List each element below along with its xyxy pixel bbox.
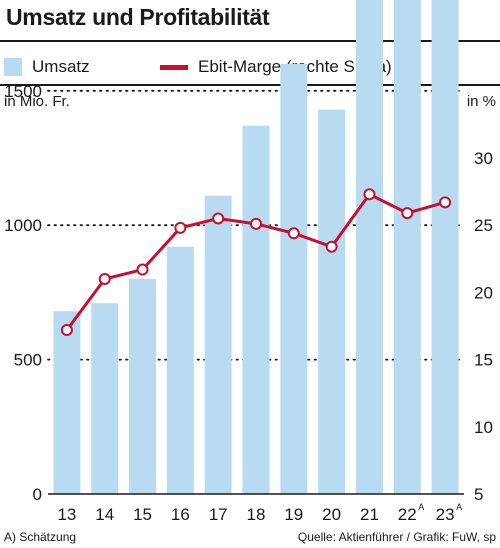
bar-umsatz xyxy=(318,109,346,494)
legend-line-swatch xyxy=(160,65,188,70)
chart-title: Umsatz und Profitabilität xyxy=(6,4,270,30)
x-tick-label: 14 xyxy=(95,505,114,524)
title-rule xyxy=(0,40,500,42)
y-right-tick-label: 5 xyxy=(474,485,483,504)
point-ebit-marge xyxy=(325,240,338,253)
combo-chart: in Mio. Fr. in % 05500101000151500202000… xyxy=(4,0,496,524)
x-tick-superscript: A xyxy=(418,502,424,512)
bar-umsatz xyxy=(431,0,459,494)
y-left-unit: in Mio. Fr. xyxy=(4,93,70,110)
bar-umsatz xyxy=(166,246,194,494)
y-right-tick-label: 20 xyxy=(474,283,493,302)
point-ebit-marge xyxy=(136,263,149,276)
legend-bar-swatch xyxy=(4,58,22,76)
point-ebit-marge xyxy=(439,196,452,209)
bar-umsatz xyxy=(129,278,157,494)
point-ebit-marge xyxy=(60,324,73,337)
x-tick-label: 23 xyxy=(436,505,455,524)
bar-umsatz xyxy=(280,63,308,495)
x-tick-superscript: A xyxy=(456,502,462,512)
y-left-tick-label: 1500 xyxy=(4,82,42,101)
y-left-tick-label: 1000 xyxy=(4,216,42,235)
bar-umsatz xyxy=(242,125,270,494)
point-ebit-marge xyxy=(250,217,262,230)
point-ebit-marge xyxy=(98,272,111,285)
x-tick-label: 18 xyxy=(247,505,266,524)
y-right-tick-label: 15 xyxy=(474,351,493,370)
bar-umsatz xyxy=(204,195,232,494)
source-note: Quelle: Aktienführer / Grafik: FuW, sp xyxy=(297,530,496,544)
legend-rule xyxy=(0,84,500,86)
y-right-tick-label: 25 xyxy=(474,216,493,235)
point-ebit-marge xyxy=(401,207,414,220)
x-tick-label: 21 xyxy=(360,505,379,524)
y-left-tick-label: 0 xyxy=(33,485,42,504)
y-right-unit: in % xyxy=(467,93,496,110)
point-ebit-marge xyxy=(212,212,225,225)
footnote: A) Schätzung xyxy=(4,530,77,544)
point-ebit-marge xyxy=(363,188,376,201)
x-tick-label: 17 xyxy=(209,505,228,524)
x-tick-label: 22 xyxy=(398,505,417,524)
x-tick-label: 20 xyxy=(322,505,341,524)
point-ebit-marge xyxy=(174,221,187,234)
x-tick-label: 19 xyxy=(284,505,303,524)
x-tick-label: 15 xyxy=(133,505,152,524)
bar-umsatz xyxy=(91,303,119,494)
y-right-tick-label: 10 xyxy=(474,418,493,437)
bar-umsatz xyxy=(393,0,421,495)
legend-bar-label: Umsatz xyxy=(32,57,90,76)
y-right-tick-label: 30 xyxy=(474,149,493,168)
x-tick-label: 13 xyxy=(57,505,76,524)
bar-umsatz xyxy=(355,0,383,494)
bar-umsatz xyxy=(53,311,81,494)
y-left-tick-label: 500 xyxy=(14,351,42,370)
point-ebit-marge xyxy=(287,227,300,240)
x-tick-label: 16 xyxy=(171,505,190,524)
